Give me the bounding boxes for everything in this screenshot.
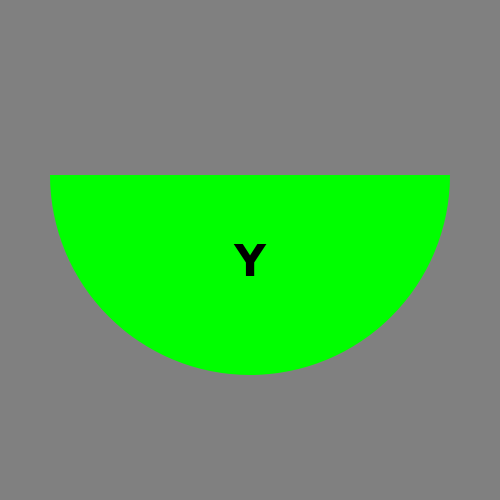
shape-label: Y bbox=[233, 236, 267, 287]
green-half-disc bbox=[50, 175, 450, 375]
